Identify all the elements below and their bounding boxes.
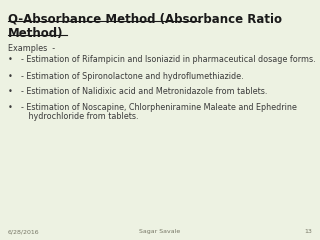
Text: Q-Absorbance Method (Absorbance Ratio: Q-Absorbance Method (Absorbance Ratio [8, 12, 282, 25]
Text: Sagar Savale: Sagar Savale [140, 229, 180, 234]
Text: •: • [8, 103, 13, 112]
Text: hydrochloride from tablets.: hydrochloride from tablets. [16, 112, 139, 121]
Text: Method): Method) [8, 27, 63, 40]
Text: 13: 13 [304, 229, 312, 234]
Text: - Estimation of Noscapine, Chlorpheniramine Maleate and Ephedrine: - Estimation of Noscapine, Chlorpheniram… [16, 103, 297, 112]
Text: - Estimation of Spironolactone and hydroflumethiazide.: - Estimation of Spironolactone and hydro… [16, 72, 244, 81]
Text: 6/28/2016: 6/28/2016 [8, 229, 40, 234]
Text: •: • [8, 55, 13, 64]
Text: - Estimation of Nalidixic acid and Metronidazole from tablets.: - Estimation of Nalidixic acid and Metro… [16, 87, 268, 96]
Text: •: • [8, 87, 13, 96]
Text: •: • [8, 72, 13, 81]
Text: Examples  -: Examples - [8, 44, 55, 53]
Text: - Estimation of Rifampicin and Isoniazid in pharmaceutical dosage forms.: - Estimation of Rifampicin and Isoniazid… [16, 55, 316, 64]
